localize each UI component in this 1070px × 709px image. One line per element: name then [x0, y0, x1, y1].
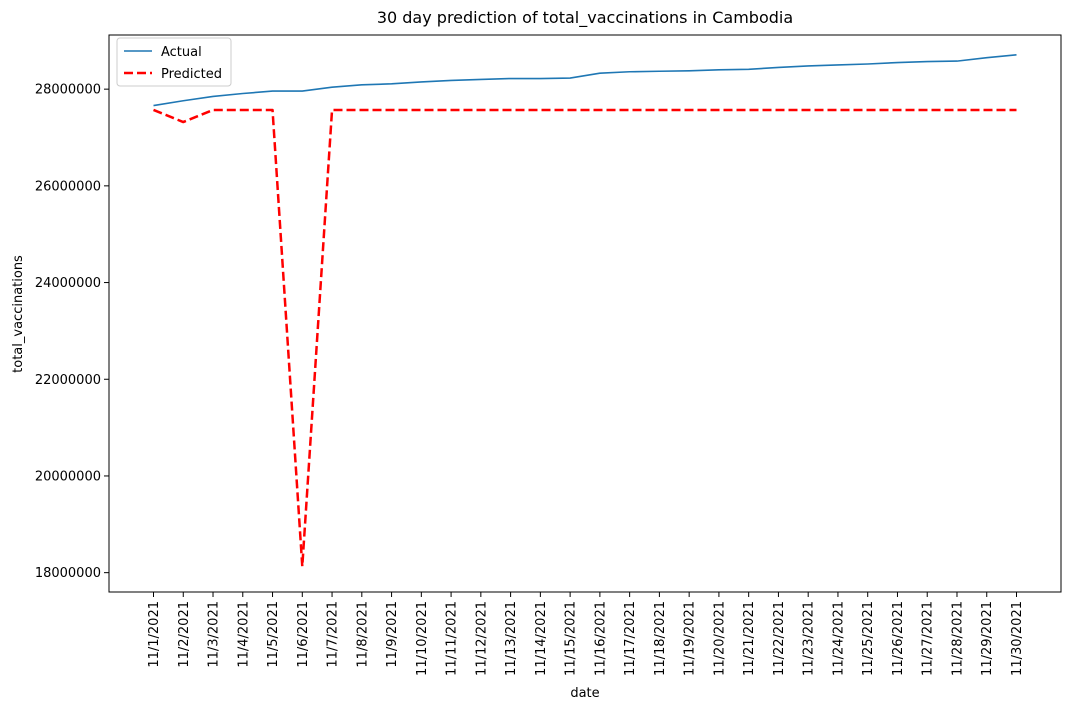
x-axis-label: date: [570, 686, 599, 701]
x-tick-label: 11/12/2021: [474, 601, 489, 676]
x-tick-label: 11/2/2021: [177, 601, 192, 668]
x-tick-label: 11/24/2021: [831, 601, 846, 676]
x-tick-label: 11/30/2021: [1010, 601, 1025, 676]
y-axis-label: total_vaccinations: [11, 255, 26, 373]
plot-frame: [108, 34, 1062, 593]
plot-area: [153, 54, 1017, 568]
series-line-actual: [153, 54, 1017, 107]
x-tick-label: 11/1/2021: [147, 601, 162, 668]
x-tick-label: 11/22/2021: [772, 601, 787, 676]
x-tick-label: 11/18/2021: [653, 601, 668, 676]
x-tick-label: 11/23/2021: [802, 601, 817, 676]
x-tick-label: 11/7/2021: [326, 601, 341, 668]
y-tick-label: 18000000: [35, 566, 101, 581]
x-tick-label: 11/17/2021: [623, 601, 638, 676]
x-tick-label: 11/28/2021: [950, 601, 965, 676]
x-tick-label: 11/13/2021: [504, 601, 519, 676]
legend-label-actual: Actual: [161, 45, 202, 60]
legend: Actual Predicted: [116, 37, 232, 87]
series-line-predicted: [153, 108, 1017, 568]
x-tick-label: 11/20/2021: [712, 601, 727, 676]
x-tick-label: 11/16/2021: [593, 601, 608, 676]
y-tick-label: 24000000: [35, 276, 101, 291]
y-tick-label: 26000000: [35, 179, 101, 194]
x-tick-label: 11/21/2021: [742, 601, 757, 676]
x-tick-label: 11/27/2021: [921, 601, 936, 676]
x-tick-label: 11/9/2021: [385, 601, 400, 668]
x-tick-label: 11/3/2021: [207, 601, 222, 668]
legend-label-predicted: Predicted: [161, 67, 222, 82]
y-tick-label: 20000000: [35, 469, 101, 484]
x-tick-label: 11/26/2021: [891, 601, 906, 676]
x-tick-label: 11/4/2021: [236, 601, 251, 668]
x-tick-label: 11/15/2021: [564, 601, 579, 676]
x-tick-label: 11/11/2021: [445, 601, 460, 676]
x-tick-label: 11/29/2021: [980, 601, 995, 676]
x-tick-label: 11/19/2021: [683, 601, 698, 676]
x-tick-label: 11/8/2021: [355, 601, 370, 668]
y-tick-label: 22000000: [35, 373, 101, 388]
y-tick-label: 28000000: [35, 83, 101, 98]
x-tick-label: 11/6/2021: [296, 601, 311, 668]
chart-title: 30 day prediction of total_vaccinations …: [377, 8, 793, 28]
axes: 18000000 20000000 22000000 24000000 26000000…: [35, 34, 1062, 676]
x-tick-label: 11/25/2021: [861, 601, 876, 676]
x-tick-label: 11/14/2021: [534, 601, 549, 676]
x-tick-label: 11/10/2021: [415, 601, 430, 676]
x-tick-label: 11/5/2021: [266, 601, 281, 668]
